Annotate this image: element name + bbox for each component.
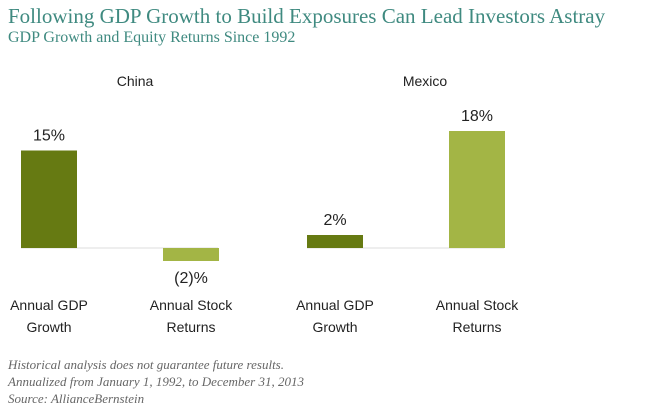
category-label: Annual Stock xyxy=(436,297,519,313)
category-label: Annual GDP xyxy=(296,297,374,313)
category-label: Returns xyxy=(166,319,215,335)
category-label: Growth xyxy=(26,319,71,335)
footnote-disclaimer: Historical analysis does not guarantee f… xyxy=(8,357,284,372)
category-label: Returns xyxy=(452,319,501,335)
category-label: Annual Stock xyxy=(150,297,233,313)
bar xyxy=(307,235,363,248)
footnote-period: Annualized from January 1, 1992, to Dece… xyxy=(8,374,304,389)
footnote-source: Source: AllianceBernstein xyxy=(8,391,145,406)
bar xyxy=(21,150,77,248)
category-label: Growth xyxy=(312,319,357,335)
data-label: 2% xyxy=(323,212,346,229)
bar xyxy=(163,248,219,261)
chart-subtitle: GDP Growth and Equity Returns Since 1992 xyxy=(8,29,296,46)
data-label: 18% xyxy=(461,108,493,125)
panel-title: China xyxy=(117,73,154,89)
bar xyxy=(449,131,505,248)
category-label: Annual GDP xyxy=(10,297,88,313)
chart-title: Following GDP Growth to Build Exposures … xyxy=(8,4,606,28)
data-label: 15% xyxy=(33,128,65,145)
panel-title: Mexico xyxy=(403,73,448,89)
data-label: (2)% xyxy=(174,270,208,287)
